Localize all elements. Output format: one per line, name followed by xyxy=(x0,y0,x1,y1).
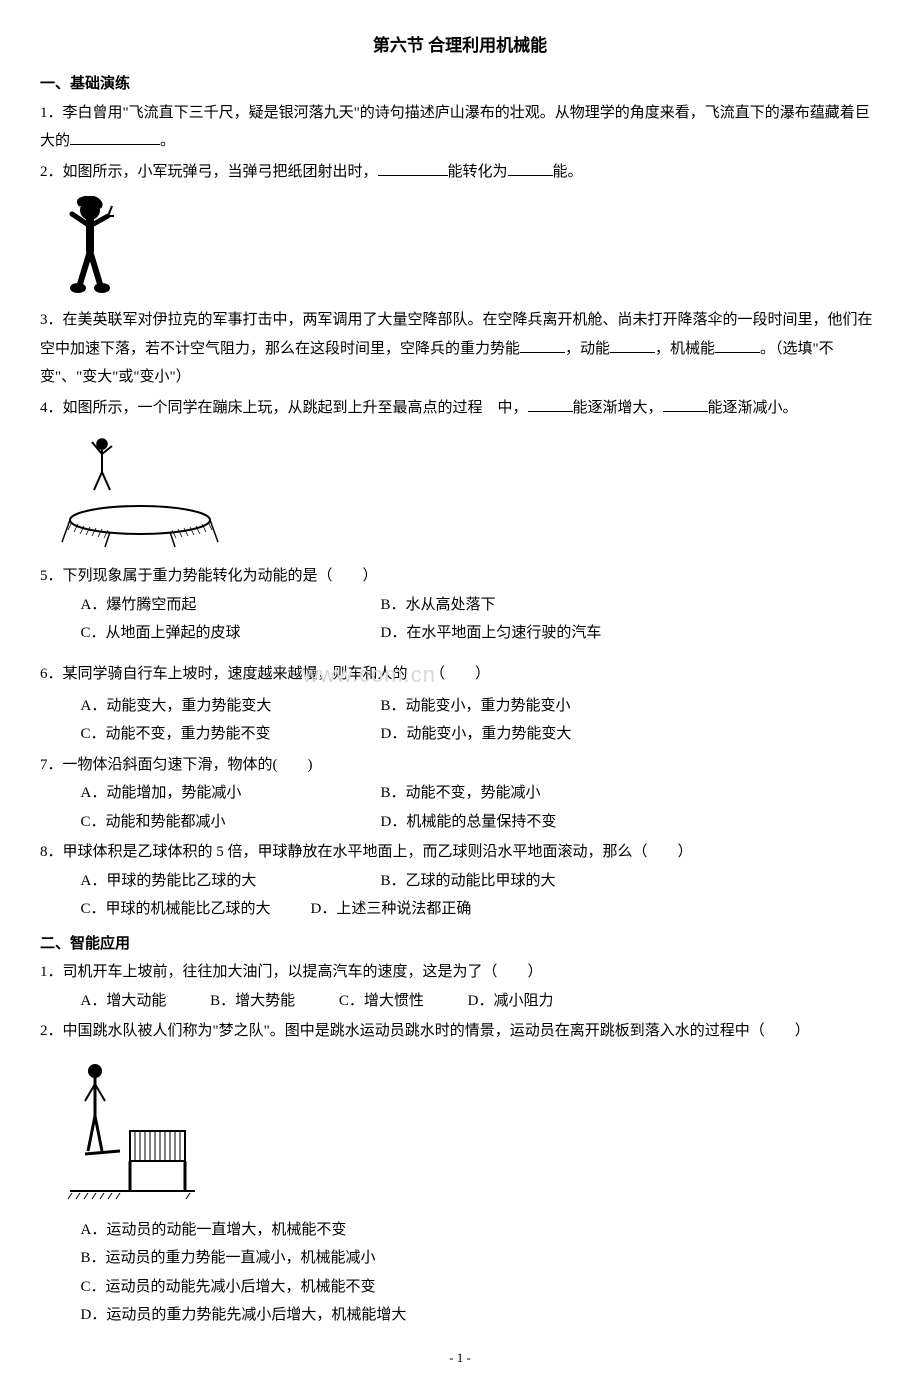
option-b[interactable]: B．水从高处落下 xyxy=(381,591,681,620)
option-a[interactable]: A．动能增加，势能减小 xyxy=(81,779,381,808)
fill-blank[interactable] xyxy=(508,161,553,176)
q22-stem: 2．中国跳水队被人们称为"梦之队"。图中是跳水运动员跳水时的情景，运动员在离开跳… xyxy=(40,1017,880,1046)
question-1-1: 1．李白曾用"飞流直下三千尺，疑是银河落九天"的诗句描述庐山瀑布的壮观。从物理学… xyxy=(40,99,880,156)
option-d[interactable]: D．减小阻力 xyxy=(468,993,554,1009)
fill-blank[interactable] xyxy=(520,338,565,353)
option-a[interactable]: A．甲球的势能比乙球的大 xyxy=(81,867,381,896)
option-b[interactable]: B．增大势能 xyxy=(210,993,295,1009)
q3-text-mid2: ，机械能 xyxy=(655,341,715,357)
section1-header: 一、基础演练 xyxy=(40,70,880,99)
option-d[interactable]: D．运动员的重力势能先减小后增大，机械能增大 xyxy=(81,1301,881,1330)
q4-text-mid: 能逐渐增大， xyxy=(573,400,663,416)
page-number: - 1 - xyxy=(40,1346,880,1371)
option-c[interactable]: C．运动员的动能先减小后增大，机械能不变 xyxy=(81,1273,881,1302)
question-1-4: 4．如图所示，一个同学在蹦床上玩，从跳起到上升至最高点的过程 中， 能逐渐增大， 能… xyxy=(40,394,880,423)
q3-text-mid1: ，动能 xyxy=(565,341,610,357)
question-1-8: 8．甲球体积是乙球体积的 5 倍，甲球静放在水平地面上，而乙球则沿水平地面滚动，… xyxy=(40,838,880,924)
option-c[interactable]: C．动能不变，重力势能不变 xyxy=(81,720,381,749)
question-1-2: 2．如图所示，小军玩弹弓，当弹弓把纸团射出时， 能转化为 能。 xyxy=(40,158,880,187)
section2-header: 二、智能应用 xyxy=(40,930,880,959)
fill-blank[interactable] xyxy=(663,397,708,412)
q7-stem: 7．一物体沿斜面匀速下滑，物体的( ) xyxy=(40,751,880,780)
option-c[interactable]: C．增大惯性 xyxy=(339,993,424,1009)
figure-trampoline xyxy=(60,432,880,552)
q4-text-post: 能逐渐减小。 xyxy=(708,400,798,416)
q21-stem: 1．司机开车上坡前，往往加大油门，以提高汽车的速度，这是为了（ ） xyxy=(40,958,880,987)
question-2-1: 1．司机开车上坡前，往往加大油门，以提高汽车的速度，这是为了（ ） A．增大动能… xyxy=(40,958,880,1015)
option-c[interactable]: C．甲球的机械能比乙球的大 xyxy=(81,895,271,924)
fill-blank[interactable] xyxy=(378,161,448,176)
option-d[interactable]: D．机械能的总量保持不变 xyxy=(381,808,681,837)
q4-text-pre: 4．如图所示，一个同学在蹦床上玩，从跳起到上升至最高点的过程 中， xyxy=(40,400,528,416)
option-b[interactable]: B．运动员的重力势能一直减小，机械能减小 xyxy=(81,1244,881,1273)
q2-text-pre: 2．如图所示，小军玩弹弓，当弹弓把纸团射出时， xyxy=(40,164,378,180)
option-d[interactable]: D．动能变小，重力势能变大 xyxy=(381,720,681,749)
q6-stem-pre: 6．某同学骑自行车上坡时，速度越来越慢， xyxy=(40,666,333,682)
q6-stem-post: （ ） xyxy=(438,666,491,682)
q1-text-post: 。 xyxy=(160,133,175,149)
q2-text-post: 能。 xyxy=(553,164,583,180)
option-d[interactable]: D．上述三种说法都正确 xyxy=(311,895,472,924)
option-b[interactable]: B．动能不变，势能减小 xyxy=(381,779,681,808)
q2-text-mid: 能转化为 xyxy=(448,164,508,180)
fill-blank[interactable] xyxy=(528,397,573,412)
fill-blank[interactable] xyxy=(715,338,760,353)
option-c[interactable]: C．从地面上弹起的皮球 xyxy=(81,619,381,648)
question-1-6: 6．某同学骑自行车上坡时，速度越来越慢，www.com.cn则车和人的 （ ） … xyxy=(40,650,880,749)
figure-diver xyxy=(60,1056,880,1206)
question-1-3: 3．在美英联军对伊拉克的军事打击中，两军调用了大量空降部队。在空降兵离开机舱、尚… xyxy=(40,306,880,392)
question-2-2-options: A．运动员的动能一直增大，机械能不变 B．运动员的重力势能一直减小，机械能减小 … xyxy=(81,1216,881,1330)
option-a[interactable]: A．增大动能 xyxy=(81,993,167,1009)
q5-stem: 5．下列现象属于重力势能转化为动能的是（ ） xyxy=(40,562,880,591)
figure-slingshot xyxy=(60,196,880,296)
option-d[interactable]: D．在水平地面上匀速行驶的汽车 xyxy=(381,619,681,648)
option-a[interactable]: A．运动员的动能一直增大，机械能不变 xyxy=(81,1216,881,1245)
option-c[interactable]: C．动能和势能都减小 xyxy=(81,808,381,837)
q8-stem: 8．甲球体积是乙球体积的 5 倍，甲球静放在水平地面上，而乙球则沿水平地面滚动，… xyxy=(40,838,880,867)
fill-blank[interactable] xyxy=(610,338,655,353)
question-1-7: 7．一物体沿斜面匀速下滑，物体的( ) A．动能增加，势能减小 B．动能不变，势… xyxy=(40,751,880,837)
page-title: 第六节 合理利用机械能 xyxy=(40,30,880,62)
option-b[interactable]: B．乙球的动能比甲球的大 xyxy=(381,867,681,896)
option-a[interactable]: A．爆竹腾空而起 xyxy=(81,591,381,620)
option-b[interactable]: B．动能变小，重力势能变小 xyxy=(381,692,681,721)
question-1-5: 5．下列现象属于重力势能转化为动能的是（ ） A．爆竹腾空而起 B．水从高处落下… xyxy=(40,562,880,648)
option-a[interactable]: A．动能变大，重力势能变大 xyxy=(81,692,381,721)
fill-blank[interactable] xyxy=(70,130,160,145)
question-2-2: 2．中国跳水队被人们称为"梦之队"。图中是跳水运动员跳水时的情景，运动员在离开跳… xyxy=(40,1017,880,1046)
